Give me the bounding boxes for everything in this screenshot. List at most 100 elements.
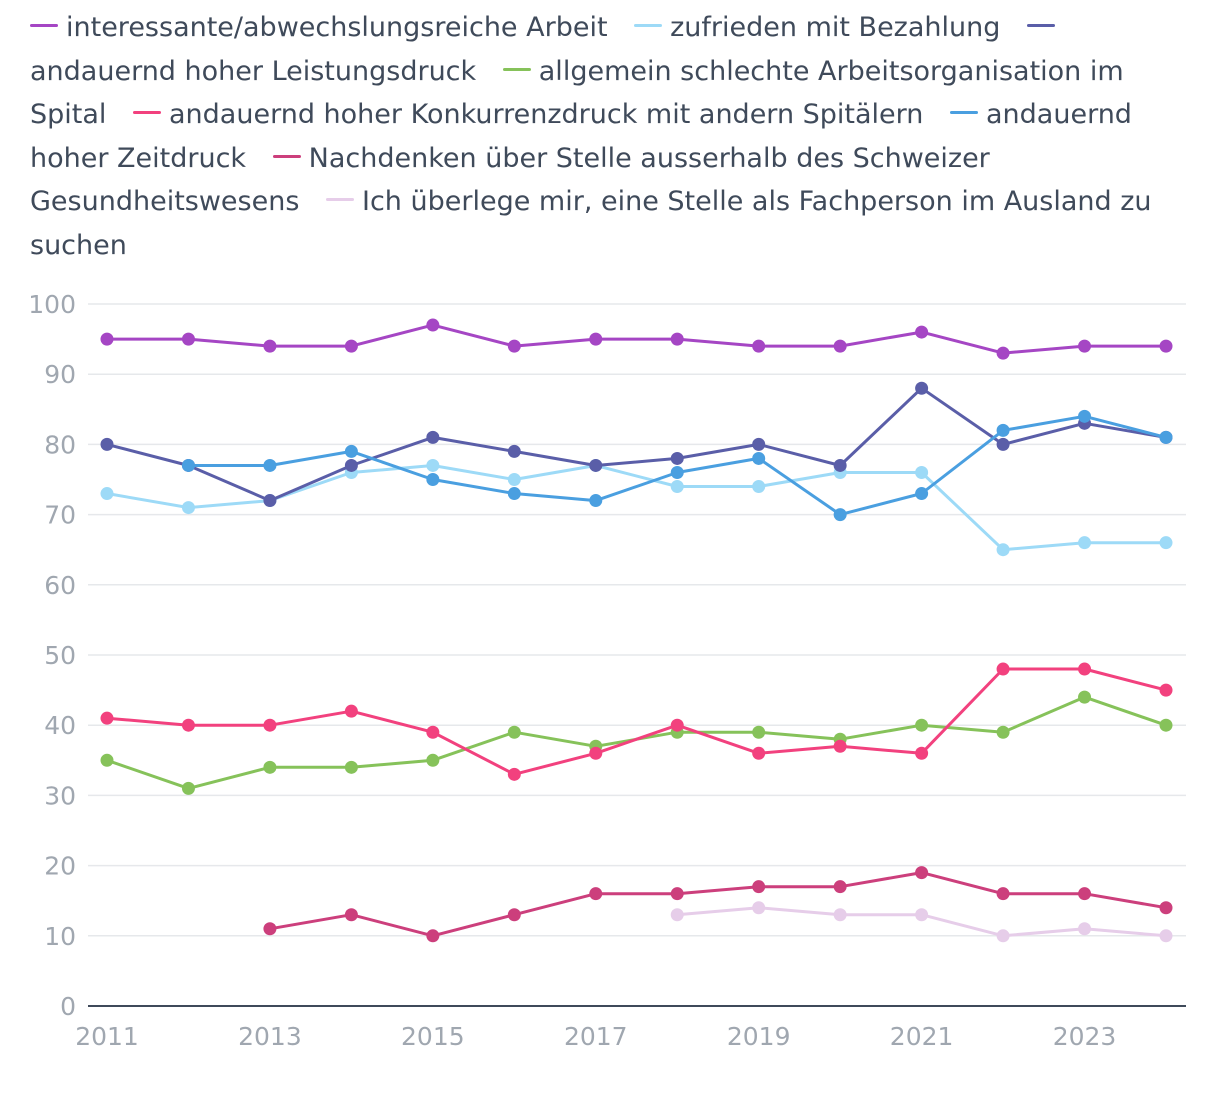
data-point[interactable] [263, 339, 277, 353]
data-point[interactable] [100, 711, 114, 725]
data-point[interactable] [915, 908, 929, 922]
data-point[interactable] [833, 880, 847, 894]
data-point[interactable] [589, 746, 603, 760]
data-point[interactable] [996, 346, 1010, 360]
data-point[interactable] [670, 718, 684, 732]
data-point[interactable] [181, 332, 195, 346]
legend-item[interactable]: Nachdenken über Stelle ausserhalb des Sc… [30, 143, 990, 218]
data-point[interactable] [1159, 718, 1173, 732]
data-point[interactable] [263, 718, 277, 732]
data-point[interactable] [1159, 683, 1173, 697]
data-point[interactable] [915, 381, 929, 395]
data-point[interactable] [507, 473, 521, 486]
data-point[interactable] [752, 451, 766, 465]
data-point[interactable] [507, 339, 521, 353]
data-point[interactable] [996, 437, 1010, 451]
data-point[interactable] [752, 437, 766, 451]
data-point[interactable] [996, 662, 1010, 676]
data-point[interactable] [1078, 690, 1092, 704]
data-point[interactable] [1078, 536, 1092, 550]
data-point[interactable] [100, 753, 114, 767]
legend-item[interactable]: interessante/abwechslungsreiche Arbeit [30, 12, 608, 43]
data-point[interactable] [833, 339, 847, 353]
data-point[interactable] [1078, 662, 1092, 676]
data-point[interactable] [344, 704, 358, 718]
data-point[interactable] [915, 325, 929, 339]
data-point[interactable] [100, 332, 114, 346]
legend-item[interactable]: andauernd hoher Konkurrenzdruck mit ande… [133, 99, 923, 130]
data-point[interactable] [100, 487, 114, 501]
data-point[interactable] [344, 339, 358, 353]
data-point[interactable] [507, 444, 521, 458]
data-point[interactable] [507, 908, 521, 922]
legend-item[interactable]: andauernd hoher Zeitdruck [30, 99, 1132, 174]
data-point[interactable] [1159, 339, 1173, 353]
data-point[interactable] [915, 746, 929, 760]
data-point[interactable] [507, 767, 521, 781]
data-point[interactable] [181, 458, 195, 472]
data-point[interactable] [589, 332, 603, 346]
data-point[interactable] [344, 908, 358, 922]
data-point[interactable] [344, 760, 358, 774]
data-point[interactable] [670, 451, 684, 465]
legend-item[interactable]: allgemein schlechte Arbeitsorganisation … [30, 56, 1124, 131]
data-point[interactable] [996, 725, 1010, 739]
data-point[interactable] [752, 339, 766, 353]
data-point[interactable] [589, 494, 603, 508]
data-point[interactable] [263, 458, 277, 472]
data-point[interactable] [181, 501, 195, 515]
data-point[interactable] [1159, 929, 1173, 943]
data-point[interactable] [589, 458, 603, 472]
data-point[interactable] [670, 908, 684, 922]
data-point[interactable] [752, 725, 766, 739]
data-point[interactable] [996, 887, 1010, 901]
data-point[interactable] [181, 718, 195, 732]
data-point[interactable] [915, 866, 929, 880]
data-point[interactable] [507, 487, 521, 501]
data-point[interactable] [426, 318, 440, 332]
data-point[interactable] [996, 929, 1010, 943]
data-point[interactable] [833, 458, 847, 472]
data-point[interactable] [1078, 922, 1092, 936]
data-point[interactable] [263, 922, 277, 936]
data-point[interactable] [670, 887, 684, 901]
data-point[interactable] [752, 901, 766, 915]
data-point[interactable] [589, 887, 603, 901]
data-point[interactable] [507, 725, 521, 739]
data-point[interactable] [996, 423, 1010, 437]
data-point[interactable] [100, 437, 114, 451]
data-point[interactable] [752, 746, 766, 760]
data-point[interactable] [426, 753, 440, 767]
data-point[interactable] [996, 543, 1010, 557]
data-point[interactable] [915, 465, 929, 479]
data-point[interactable] [670, 465, 684, 479]
data-point[interactable] [833, 908, 847, 922]
data-point[interactable] [1078, 409, 1092, 423]
data-point[interactable] [426, 929, 440, 943]
data-point[interactable] [426, 725, 440, 739]
data-point[interactable] [344, 444, 358, 458]
data-point[interactable] [833, 739, 847, 753]
data-point[interactable] [1159, 901, 1173, 915]
legend-item[interactable]: Ich überlege mir, eine Stelle als Fachpe… [30, 186, 1152, 261]
data-point[interactable] [1159, 536, 1173, 550]
data-point[interactable] [915, 487, 929, 501]
data-point[interactable] [670, 332, 684, 346]
data-point[interactable] [1078, 339, 1092, 353]
data-point[interactable] [344, 458, 358, 472]
data-point[interactable] [752, 480, 766, 494]
legend-item[interactable]: zufrieden mit Bezahlung [634, 12, 1000, 43]
data-point[interactable] [1078, 887, 1092, 901]
data-point[interactable] [426, 473, 440, 486]
data-point[interactable] [915, 718, 929, 732]
data-point[interactable] [426, 458, 440, 472]
data-point[interactable] [833, 508, 847, 522]
data-point[interactable] [1159, 430, 1173, 444]
data-point[interactable] [181, 781, 195, 795]
data-point[interactable] [263, 760, 277, 774]
legend-item[interactable]: andauernd hoher Leistungsdruck [30, 12, 1063, 87]
data-point[interactable] [670, 480, 684, 494]
data-point[interactable] [752, 880, 766, 894]
data-point[interactable] [263, 494, 277, 508]
data-point[interactable] [426, 430, 440, 444]
